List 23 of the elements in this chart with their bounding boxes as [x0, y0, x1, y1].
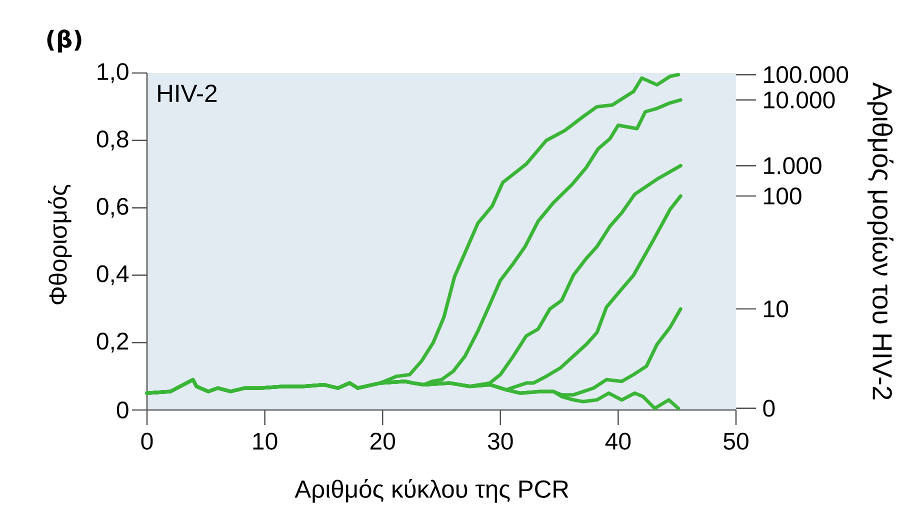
y-axis-title: Φθορισμός: [48, 184, 72, 304]
text: 1.000: [764, 157, 822, 174]
y-tick-label: 0,4: [96, 265, 129, 286]
text: 100: [764, 188, 802, 204]
text: 100.000: [764, 66, 848, 84]
x-axis-title: Αριθμός κύκλου της PCR: [294, 479, 568, 503]
x-tick-label: 20: [370, 432, 396, 450]
y-tick-label: 0,8: [96, 130, 128, 150]
x-tick-label: 50: [724, 432, 748, 450]
y-tick-label: 1,0: [98, 63, 128, 83]
chart-title: (β): [47, 30, 82, 52]
y2-axis-title: Αριθμός μορίων του HIV-2: [867, 82, 894, 400]
y-tick-label: 0,2: [96, 332, 128, 353]
x-tick-label: 30: [488, 432, 513, 450]
text: 10.000: [764, 91, 835, 108]
text: 10: [764, 300, 788, 318]
x-tick-label: 10: [253, 432, 278, 450]
x-tick-label: 40: [605, 432, 631, 450]
y-tick-label: 0,6: [96, 198, 128, 218]
y-tick-label: 0: [116, 401, 128, 418]
text: 0: [763, 400, 775, 417]
x-tick-label: 0: [141, 432, 153, 450]
annotation: HIV-2: [158, 84, 217, 102]
